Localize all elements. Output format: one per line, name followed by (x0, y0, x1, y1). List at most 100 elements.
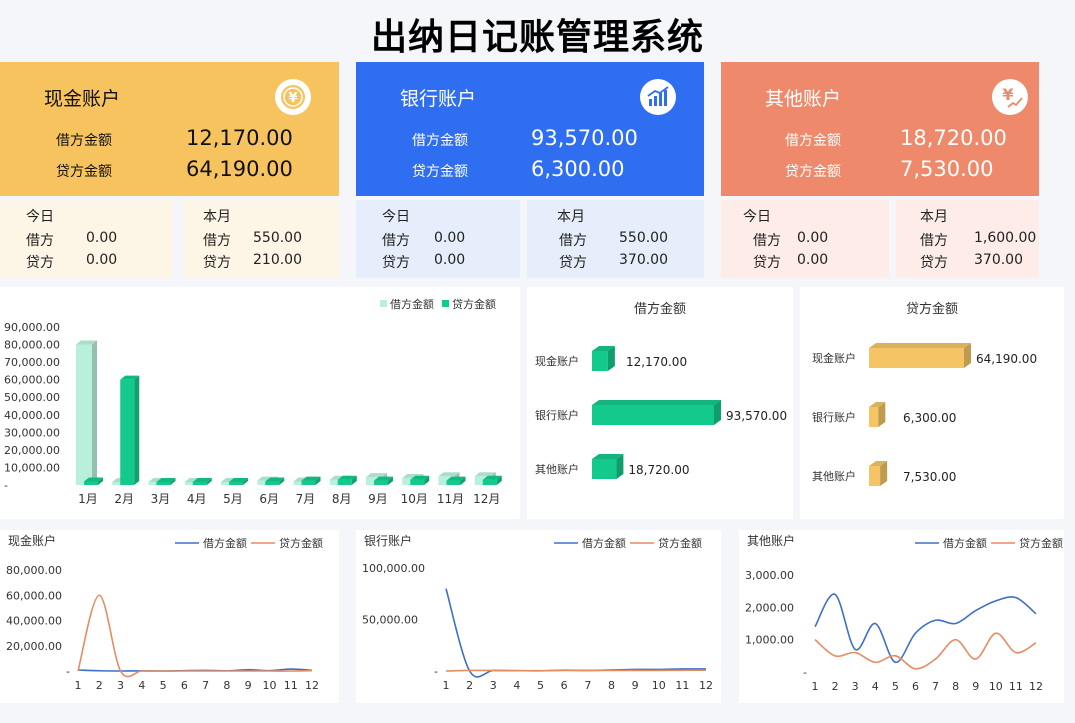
x-tick-label: 7 (202, 679, 209, 692)
credit-label: 贷方金额 (785, 164, 841, 180)
bar (869, 407, 879, 427)
x-tick-label: 9 (632, 679, 639, 692)
bar-side (714, 400, 721, 425)
debit-bar-chart-panel: 借方金额 现金账户 12,170.00 银行账户 93,570.00 其他账户 18,720… (527, 287, 793, 519)
month-label: 本月 (920, 209, 948, 225)
debit-short-label: 借方 (203, 233, 231, 249)
debit-value: 550.00 (253, 230, 302, 246)
bar-top (438, 472, 460, 477)
legend-label: 借方金额 (582, 536, 626, 550)
legend-label: 贷方金额 (279, 536, 323, 550)
bar-top (482, 475, 502, 480)
data-label: 7,530.00 (903, 470, 956, 484)
bar-side (388, 476, 393, 485)
cash-account-card[interactable]: 现金账户 借方金额 12,170.00 贷方金额 64,190.00 ¥ (0, 62, 339, 196)
bar-top (410, 475, 430, 480)
other-month-box: 本月 借方 1,600.00 贷方 370.00 (896, 200, 1039, 278)
x-tick-label: 8 (952, 680, 959, 693)
credit-value: 6,300.00 (531, 157, 625, 181)
bar-side (98, 477, 103, 485)
bar-side (279, 477, 285, 485)
y-tick-label: 100,000.00 (362, 562, 425, 575)
debit-short-label: 借方 (559, 233, 587, 249)
x-tick-label: 4 (138, 679, 145, 692)
y-tick-label: 80,000.00 (4, 339, 60, 352)
account-name: 现金账户 (44, 88, 121, 110)
y-tick-label: - (4, 479, 8, 492)
x-tick-label: 12月 (473, 492, 500, 506)
x-tick-label: 10月 (401, 492, 428, 506)
x-tick-label: 7月 (296, 492, 316, 506)
x-tick-label: 6月 (259, 492, 279, 506)
data-label: 18,720.00 (628, 463, 689, 477)
bar-side (243, 478, 248, 485)
credit-short-label: 贷方 (559, 255, 587, 271)
x-tick-label: 12 (1029, 680, 1043, 693)
legend-label: 借方金额 (390, 297, 434, 311)
legend-swatch (380, 300, 387, 307)
bar (156, 482, 171, 485)
today-label: 今日 (26, 209, 54, 225)
y-tick-label: 1,000.00 (745, 634, 794, 647)
x-tick-label: 2 (466, 679, 473, 692)
bar-top (592, 454, 624, 459)
category-label: 其他账户 (535, 462, 579, 476)
x-tick-label: 7 (584, 679, 591, 692)
bar-top (229, 478, 248, 482)
bar-side (460, 476, 466, 485)
y-tick-label: 40,000.00 (6, 615, 62, 628)
other-account-card[interactable]: 其他账户 借方金额 18,720.00 贷方金额 7,530.00 ¥ (721, 62, 1039, 196)
series-line (77, 594, 313, 678)
bar (192, 482, 207, 485)
y-tick-label: 60,000.00 (6, 589, 62, 602)
credit-value: 0.00 (797, 252, 829, 268)
y-tick-label: - (66, 665, 70, 678)
debit-label: 借方金额 (785, 133, 841, 149)
other-today-box: 今日 借方 0.00 贷方 0.00 (721, 200, 889, 278)
other-line-chart-panel: 其他账户 借方金额 贷方金额 3,000.00 2,000.00 1,000.00-1 2 3… (739, 530, 1064, 703)
series-line (445, 588, 707, 678)
credit-value: 210.00 (253, 252, 302, 268)
bar (592, 351, 608, 371)
debit-short-label: 借方 (753, 233, 781, 249)
y-tick-label: 40,000.00 (4, 409, 60, 422)
monthly-bar-chart-panel: 90,000.00 80,000.00 70,000.00 60,000.00 50,0… (0, 287, 520, 519)
debit-value: 93,570.00 (531, 126, 638, 150)
bar-top (337, 475, 357, 480)
bar-top (192, 478, 212, 482)
y-tick-label: 20,000.00 (6, 640, 62, 653)
credit-short-label: 贷方 (920, 255, 948, 271)
x-tick-label: 3月 (151, 492, 171, 506)
x-tick-label: 6 (912, 680, 919, 693)
category-label: 银行账户 (535, 408, 579, 422)
x-tick-label: 4 (872, 680, 879, 693)
debit-value: 12,170.00 (186, 126, 293, 150)
x-tick-label: 5 (160, 679, 167, 692)
bar-top (76, 340, 97, 345)
bar-top (374, 476, 393, 481)
debit-short-label: 借方 (920, 233, 948, 249)
bar (229, 482, 243, 485)
bar-top (474, 472, 496, 477)
x-tick-label: 2 (832, 680, 839, 693)
debit-value: 0.00 (797, 230, 829, 246)
today-label: 今日 (743, 209, 771, 225)
bar-top (592, 400, 721, 405)
y-tick-label: 50,000.00 (362, 614, 418, 627)
bar (76, 344, 92, 485)
bank-account-card[interactable]: 银行账户 借方金额 93,570.00 贷方金额 6,300.00 (356, 62, 704, 196)
data-label: 93,570.00 (726, 409, 787, 423)
x-tick-label: 7 (932, 680, 939, 693)
credit-value: 64,190.00 (186, 157, 293, 181)
bar (592, 405, 714, 425)
bar-side (134, 375, 140, 485)
category-label: 其他账户 (812, 469, 856, 483)
credit-label: 贷方金额 (412, 164, 468, 180)
series-line (814, 632, 1037, 670)
chart-title: 借方金额 (634, 301, 686, 317)
bar-side (964, 343, 971, 368)
y-tick-label: 10,000.00 (4, 461, 60, 474)
credit-short-label: 贷方 (382, 255, 410, 271)
